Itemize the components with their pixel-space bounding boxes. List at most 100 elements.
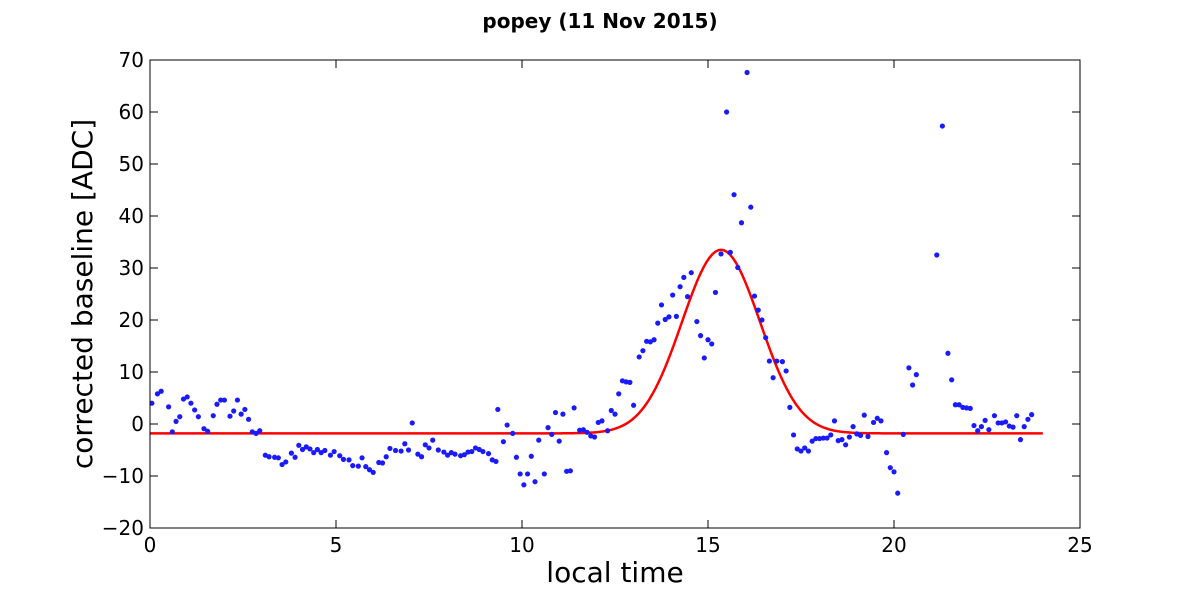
data-point [599,418,605,424]
data-point [627,379,633,385]
data-point [874,415,880,421]
data-point [580,427,586,433]
x-tick-label: 0 [144,533,157,557]
data-point [528,453,534,459]
y-tick-label: 40 [119,204,144,228]
data-point [379,460,386,466]
data-point [670,292,676,298]
data-point [798,448,804,454]
data-point [755,307,761,313]
y-tick-label: 10 [119,360,144,384]
data-point [363,464,369,470]
data-point [790,432,797,438]
data-point [802,445,808,451]
data-point [231,408,237,414]
data-point [1025,416,1031,422]
data-point [949,377,955,383]
data-point [327,452,334,458]
data-point [210,413,216,419]
data-point [392,447,399,454]
data-point [370,469,376,475]
data-point [430,437,436,443]
data-point [469,448,475,455]
data-point [744,69,750,76]
data-point [662,316,668,323]
data-point [774,358,780,364]
data-point [697,333,704,339]
data-point [759,317,765,323]
data-point [221,397,227,403]
data-point [405,447,412,453]
data-point [571,405,577,411]
y-tick-label: 30 [119,256,144,280]
x-tick-label: 25 [1067,533,1092,557]
data-point [658,302,665,308]
data-point [383,454,389,460]
data-point [150,400,155,406]
data-point [275,455,281,461]
data-point [978,424,985,430]
data-point [227,413,233,419]
data-point [485,451,492,457]
data-point [861,412,867,418]
data-point [971,422,977,429]
data-point [266,454,272,460]
data-point [952,402,958,408]
data-point [900,431,906,437]
data-point [1014,413,1020,419]
data-point [982,417,988,423]
data-point [402,441,408,447]
data-point [288,450,294,456]
data-point [751,293,758,299]
data-point [242,406,248,413]
data-point [631,402,637,408]
data-point [366,467,373,473]
data-point [214,401,220,407]
plot-frame [149,59,1081,529]
data-point [878,418,884,424]
data-point [513,454,520,460]
data-point [480,448,486,455]
y-tick-label: 20 [119,308,144,332]
data-point [839,437,845,443]
data-point [655,320,661,326]
data-point [314,446,320,453]
data-point [184,394,190,400]
data-point [331,448,337,455]
data-point [731,192,737,198]
data-point [355,463,361,469]
data-point [257,428,263,434]
data-point [608,407,614,414]
data-point [913,372,919,378]
data-point [763,335,769,341]
data-point [1029,412,1035,418]
data-point [521,482,527,488]
y-tick-label: 60 [119,100,144,124]
data-point [783,368,789,374]
data-point [177,414,183,420]
data-point [234,397,241,403]
data-point [677,284,683,290]
x-axis-label: local time [546,556,683,589]
data-point [709,341,715,347]
axis-ticks: 0 5 10 15 20 25 −20 −10 0 10 20 30 40 50 60 70 [102,48,1093,557]
data-point [1021,424,1027,430]
data-point [524,471,531,477]
data-point [387,445,393,452]
data-point [350,463,356,469]
data-point [616,391,622,397]
data-point [956,402,962,408]
data-point [556,438,562,444]
data-point [154,391,161,397]
data-point [510,430,516,436]
y-tick-label: 70 [119,48,144,72]
y-tick-label: 0 [131,412,144,436]
data-point [283,459,289,465]
y-tick-label: 50 [119,152,144,176]
data-point [906,365,912,371]
data-point [846,434,852,440]
data-point [865,433,871,440]
data-point [712,289,719,296]
data-point [495,406,501,413]
